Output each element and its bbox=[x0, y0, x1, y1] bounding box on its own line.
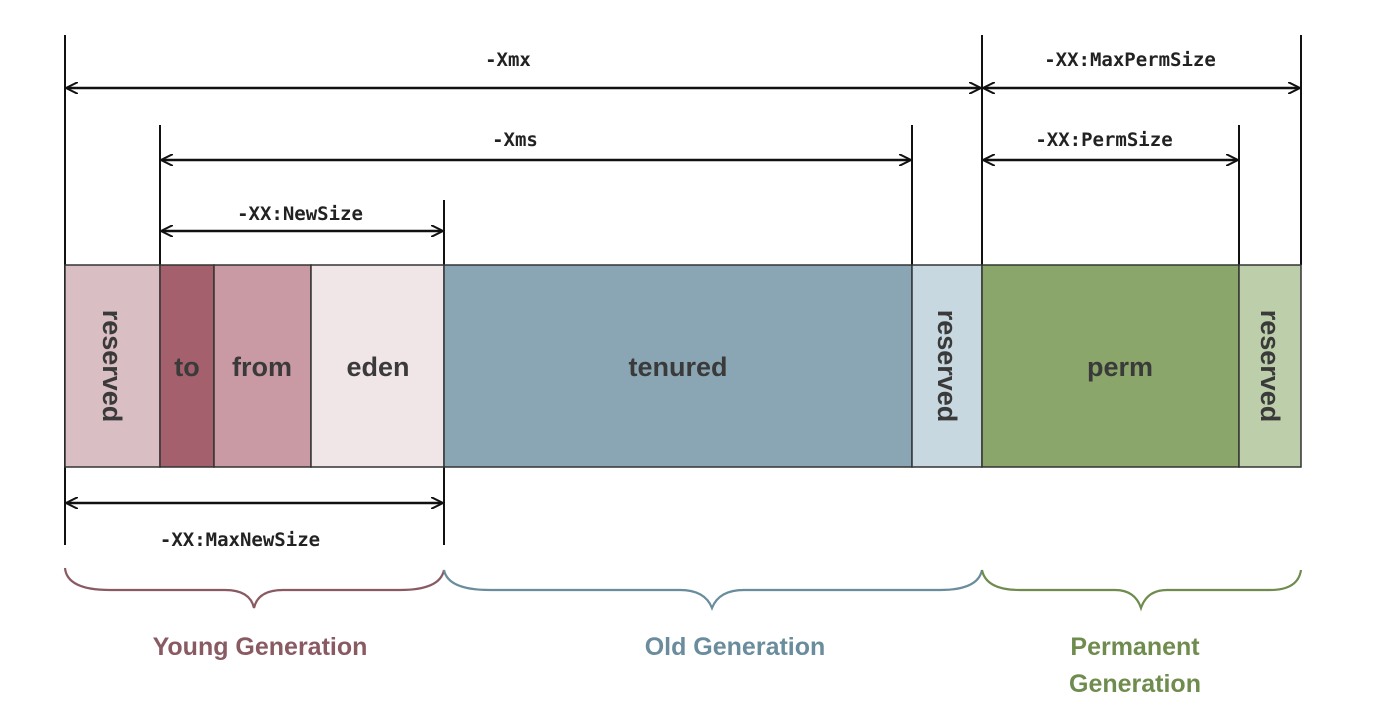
young-reserved-label: reserved bbox=[97, 310, 127, 423]
from-label: from bbox=[232, 352, 292, 382]
old-generation-brace bbox=[442, 569, 984, 612]
eden-segment bbox=[310, 264, 445, 468]
old-generation-label: Old Generation bbox=[645, 633, 826, 661]
max-new-size-label: -XX:MaxNewSize bbox=[160, 529, 320, 551]
old-reserved-segment bbox=[911, 264, 983, 468]
max-perm-size-label: -XX:MaxPermSize bbox=[1044, 49, 1216, 71]
to-segment bbox=[159, 264, 215, 468]
perm-size-label: -XX:PermSize bbox=[1035, 129, 1172, 151]
from-segment bbox=[213, 264, 312, 468]
perm-label: perm bbox=[1087, 352, 1153, 382]
permanent-generation-brace bbox=[980, 569, 1303, 612]
permanent-generation-label-line2: Generation bbox=[1069, 670, 1201, 698]
permanent-generation-label-line1: Permanent bbox=[1070, 633, 1200, 661]
new-size-label: -XX:NewSize bbox=[237, 203, 363, 225]
xms-label: -Xms bbox=[492, 129, 538, 151]
perm-segment bbox=[981, 264, 1240, 468]
young-reserved-segment bbox=[64, 264, 161, 468]
old-reserved-label: reserved bbox=[932, 310, 962, 423]
xmx-label: -Xmx bbox=[485, 49, 531, 71]
to-label: to bbox=[174, 352, 199, 382]
young-generation-brace bbox=[63, 567, 446, 609]
perm-reserved-label: reserved bbox=[1255, 310, 1285, 423]
perm-reserved-segment bbox=[1238, 264, 1302, 468]
tenured-label: tenured bbox=[628, 352, 727, 382]
eden-label: eden bbox=[346, 352, 409, 382]
young-generation-label: Young Generation bbox=[153, 633, 368, 661]
tenured-segment bbox=[443, 264, 913, 468]
